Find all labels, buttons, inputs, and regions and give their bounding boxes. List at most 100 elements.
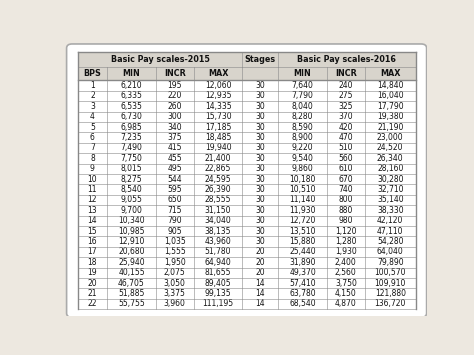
Text: 7,490: 7,490: [120, 143, 142, 152]
Text: 9,055: 9,055: [120, 195, 142, 204]
Text: 8,015: 8,015: [121, 164, 142, 173]
Text: 38,135: 38,135: [205, 226, 231, 236]
Text: 30: 30: [255, 102, 265, 111]
Text: 30: 30: [255, 216, 265, 225]
Text: 30: 30: [255, 195, 265, 204]
Text: 30: 30: [255, 175, 265, 184]
Text: 9,220: 9,220: [292, 143, 313, 152]
Text: 8,540: 8,540: [120, 185, 142, 194]
Text: 28,555: 28,555: [205, 195, 231, 204]
Text: 99,135: 99,135: [205, 289, 231, 298]
Text: 30: 30: [255, 154, 265, 163]
Text: 20,680: 20,680: [118, 247, 145, 256]
Text: 905: 905: [167, 226, 182, 236]
Text: 20: 20: [88, 279, 97, 288]
Text: 544: 544: [167, 175, 182, 184]
Text: 51,885: 51,885: [118, 289, 145, 298]
Text: 12,720: 12,720: [290, 216, 316, 225]
Text: 275: 275: [338, 92, 353, 100]
Text: 22,865: 22,865: [205, 164, 231, 173]
Text: 195: 195: [167, 81, 182, 90]
Text: 10,340: 10,340: [118, 216, 145, 225]
Text: 19,940: 19,940: [205, 143, 231, 152]
Text: 1: 1: [90, 81, 95, 90]
Text: 14: 14: [255, 289, 265, 298]
Text: MIN: MIN: [123, 69, 140, 78]
Text: 30: 30: [255, 226, 265, 236]
Text: 42,120: 42,120: [377, 216, 403, 225]
Text: 495: 495: [167, 164, 182, 173]
Text: 14: 14: [88, 216, 97, 225]
Text: 30: 30: [255, 164, 265, 173]
Text: 13: 13: [88, 206, 97, 215]
Text: 8,280: 8,280: [292, 112, 313, 121]
Text: 7,750: 7,750: [120, 154, 142, 163]
Text: 6,985: 6,985: [120, 122, 142, 132]
Text: 6,535: 6,535: [120, 102, 142, 111]
Text: 8: 8: [90, 154, 95, 163]
Text: 2,400: 2,400: [335, 258, 357, 267]
Text: 16,040: 16,040: [377, 92, 403, 100]
Text: 10,180: 10,180: [290, 175, 316, 184]
Text: 4,150: 4,150: [335, 289, 357, 298]
Text: 30: 30: [255, 133, 265, 142]
Text: 880: 880: [339, 206, 353, 215]
Text: MIN: MIN: [294, 69, 311, 78]
Text: 18: 18: [88, 258, 97, 267]
Text: 3,750: 3,750: [335, 279, 357, 288]
Text: 1,950: 1,950: [164, 258, 186, 267]
Text: 19: 19: [88, 268, 97, 277]
Text: 40,155: 40,155: [118, 268, 145, 277]
Text: 24,520: 24,520: [377, 143, 403, 152]
Text: 12,935: 12,935: [205, 92, 231, 100]
Text: 30: 30: [255, 81, 265, 90]
Text: 19,380: 19,380: [377, 112, 403, 121]
Text: 2,075: 2,075: [164, 268, 186, 277]
Text: 54,280: 54,280: [377, 237, 403, 246]
Text: 9,700: 9,700: [120, 206, 142, 215]
Text: 30: 30: [255, 185, 265, 194]
Text: 47,110: 47,110: [377, 226, 403, 236]
Text: 121,880: 121,880: [375, 289, 406, 298]
Text: 20: 20: [255, 258, 265, 267]
Text: 6,210: 6,210: [121, 81, 142, 90]
Text: 650: 650: [167, 195, 182, 204]
Text: 3,960: 3,960: [164, 299, 186, 308]
Text: 30: 30: [255, 122, 265, 132]
Text: 111,195: 111,195: [202, 299, 234, 308]
Text: 12: 12: [88, 195, 97, 204]
Text: 11: 11: [88, 185, 97, 194]
Text: 21,400: 21,400: [205, 154, 231, 163]
Text: 6,335: 6,335: [120, 92, 142, 100]
Text: INCR: INCR: [335, 69, 357, 78]
Text: 35,140: 35,140: [377, 195, 403, 204]
Text: 30: 30: [255, 92, 265, 100]
Text: 55,755: 55,755: [118, 299, 145, 308]
Text: 300: 300: [167, 112, 182, 121]
Text: 800: 800: [338, 195, 353, 204]
Text: 1,035: 1,035: [164, 237, 186, 246]
Text: BPS: BPS: [83, 69, 101, 78]
Text: 8,900: 8,900: [292, 133, 313, 142]
Text: 240: 240: [338, 81, 353, 90]
Text: 420: 420: [338, 122, 353, 132]
Text: 740: 740: [338, 185, 353, 194]
Text: 14: 14: [255, 279, 265, 288]
Text: 3: 3: [90, 102, 95, 111]
Text: 30: 30: [255, 112, 265, 121]
Text: 8,590: 8,590: [292, 122, 313, 132]
Text: 15: 15: [88, 226, 97, 236]
Text: 9,860: 9,860: [292, 164, 313, 173]
Text: MAX: MAX: [380, 69, 401, 78]
Text: 4: 4: [90, 112, 95, 121]
Text: 34,040: 34,040: [205, 216, 231, 225]
Bar: [78, 52, 416, 67]
Text: 1,930: 1,930: [335, 247, 357, 256]
Text: 6: 6: [90, 133, 95, 142]
Text: 260: 260: [167, 102, 182, 111]
Text: 10: 10: [88, 175, 97, 184]
Text: 109,910: 109,910: [374, 279, 406, 288]
Text: 6,730: 6,730: [120, 112, 142, 121]
Text: 21,190: 21,190: [377, 122, 403, 132]
Text: INCR: INCR: [164, 69, 186, 78]
